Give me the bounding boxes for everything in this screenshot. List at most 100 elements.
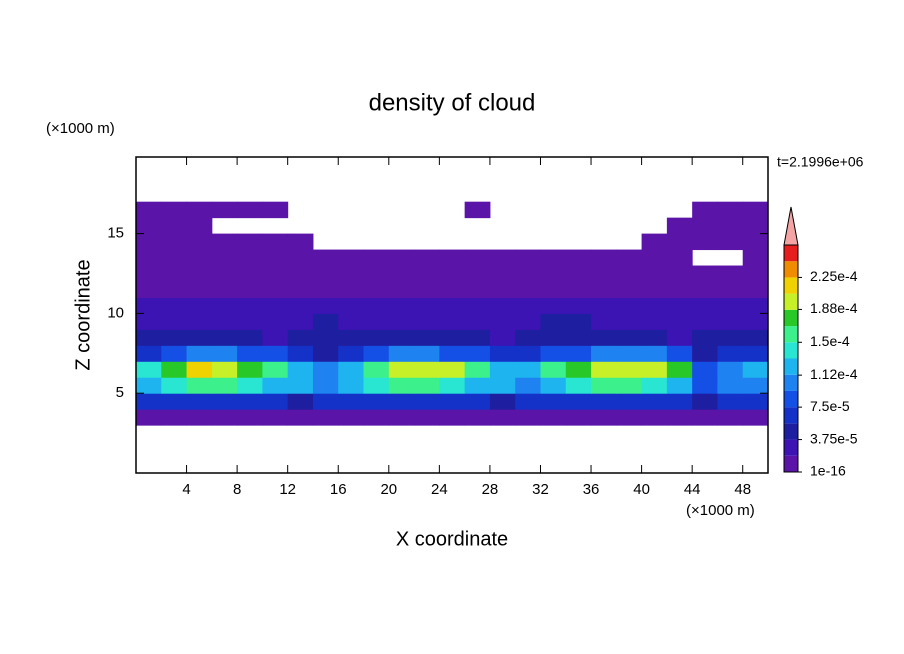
contour-cell (641, 249, 668, 267)
y-tick-label: 5 (116, 384, 124, 401)
x-unit: (×1000 m) (686, 502, 755, 519)
contour-cell (565, 377, 592, 394)
contour-cell (742, 281, 769, 298)
contour-cell (565, 361, 592, 378)
contour-cell (363, 281, 390, 298)
contour-cell (616, 265, 643, 282)
contour-cell (312, 297, 339, 314)
contour-cell (262, 233, 289, 251)
contour-cell (237, 233, 263, 251)
contour-cell (287, 249, 314, 267)
contour-cell (742, 409, 769, 426)
contour-cell (540, 393, 567, 410)
contour-cell (616, 393, 643, 410)
contour-cell (717, 377, 744, 394)
contour-cell (136, 249, 162, 267)
contour-cell (489, 345, 516, 362)
contour-cell (312, 361, 339, 378)
contour-cell (515, 345, 541, 362)
colorbar-bin (784, 277, 798, 294)
contour-cell (540, 409, 567, 426)
contour-cell (211, 297, 238, 314)
contour-cell (565, 329, 592, 346)
contour-cell (641, 345, 668, 362)
contour-cell (388, 393, 415, 410)
contour-cell (161, 265, 188, 282)
contour-cell (363, 313, 390, 330)
contour-cell (515, 297, 541, 314)
contour-cell (211, 361, 238, 378)
contour-cell (489, 313, 516, 330)
contour-cell (565, 281, 592, 298)
contour-cell (211, 265, 238, 282)
contour-cell (287, 281, 314, 298)
contour-cell (692, 345, 718, 362)
contour-cell (161, 409, 188, 426)
contour-cell (262, 409, 289, 426)
contour-cell (540, 265, 567, 282)
colorbar-tick-label: 1.88e-4 (810, 300, 858, 316)
contour-cell (692, 409, 718, 426)
colorbar-bin (784, 293, 798, 310)
contour-cell (136, 361, 162, 378)
contour-cell (717, 265, 744, 282)
contour-cell (464, 313, 491, 330)
contour-cell (237, 201, 263, 219)
contour-cell (641, 393, 668, 410)
contour-cell (161, 201, 188, 219)
contour-cell (515, 313, 541, 330)
colorbar-tick-label: 1e-16 (810, 463, 846, 479)
contour-cell (439, 297, 466, 314)
contour-cell (262, 201, 289, 219)
contour-cell (616, 313, 643, 330)
contour-cell (717, 393, 744, 410)
contour-cell (363, 329, 390, 346)
contour-cell (591, 281, 617, 298)
y-unit: (×1000 m) (46, 120, 115, 137)
contour-cell (186, 313, 213, 330)
contour-cell (616, 329, 643, 346)
contour-cell (515, 393, 541, 410)
x-tick-label: 4 (182, 481, 190, 498)
contour-cell (591, 393, 617, 410)
contour-cell (439, 393, 466, 410)
contour-cell (136, 265, 162, 282)
contour-cell (692, 313, 718, 330)
contour-cell (489, 393, 516, 410)
contour-field (136, 201, 769, 426)
colorbar-tick-label: 1.12e-4 (810, 366, 858, 382)
contour-cell (186, 201, 213, 219)
contour-cell (161, 217, 188, 235)
contour-cell (388, 361, 415, 378)
colorbar-tick-label: 7.5e-5 (810, 398, 850, 414)
contour-cell (489, 361, 516, 378)
contour-cell (312, 313, 339, 330)
plot-frame (135, 156, 769, 474)
contour-cell (742, 361, 769, 378)
contour-cell (388, 329, 415, 346)
contour-cell (186, 217, 213, 235)
contour-cell (666, 313, 693, 330)
contour-cell (287, 361, 314, 378)
contour-cell (262, 281, 289, 298)
contour-cell (414, 361, 440, 378)
x-tick-label: 40 (633, 481, 650, 498)
contour-cell (666, 265, 693, 282)
contour-cell (136, 345, 162, 362)
contour-cell (338, 281, 365, 298)
x-tick-label: 44 (684, 481, 701, 498)
contour-cell (515, 329, 541, 346)
contour-cell (666, 393, 693, 410)
contour-cell (161, 313, 188, 330)
contour-cell (742, 265, 769, 282)
contour-cell (641, 377, 668, 394)
contour-cell (161, 361, 188, 378)
contour-cell (211, 377, 238, 394)
contour-cell (287, 345, 314, 362)
contour-cell (136, 393, 162, 410)
contour-cell (312, 265, 339, 282)
contour-cell (565, 265, 592, 282)
contour-cell (489, 409, 516, 426)
contour-cell (717, 297, 744, 314)
